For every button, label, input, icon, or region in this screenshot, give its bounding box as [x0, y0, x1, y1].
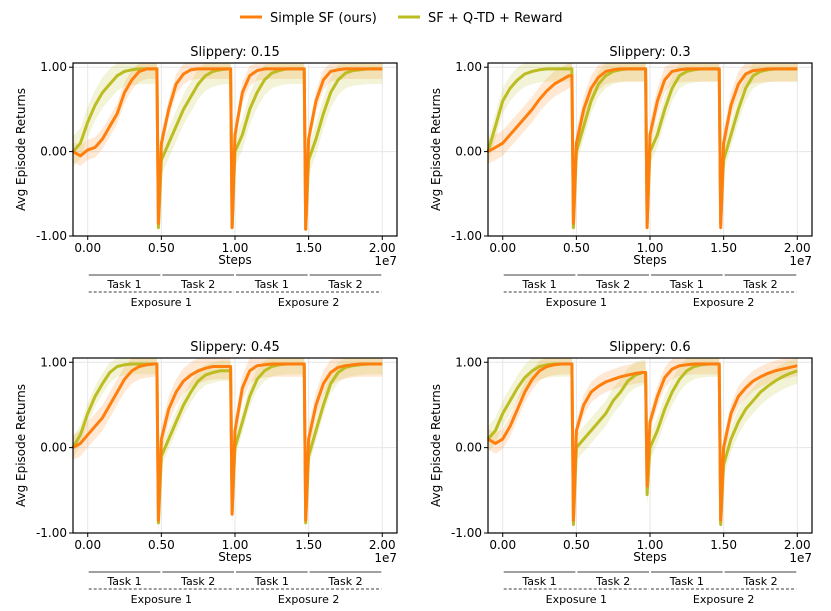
series-line-1 — [486, 67, 798, 230]
legend: Simple SF (ours) SF + Q-TD + Reward — [240, 11, 563, 26]
task-label-2: Task 1 — [669, 278, 704, 291]
x-tick-label-2: 1.00 — [637, 241, 664, 255]
x-tick-label-1: 0.50 — [148, 241, 175, 255]
series-band-0 — [73, 358, 383, 533]
task-label-0: Task 1 — [106, 278, 141, 291]
x-tick-label-0: 0.00 — [489, 241, 516, 255]
task-label-0: Task 1 — [521, 278, 556, 291]
x-tick-label-4: 2.00 — [784, 538, 811, 552]
chart-panel-1: 0.00 0.50 1.00 1.50 2.00 -1.00 0.00 1.00 Slipper… — [14, 45, 398, 309]
task-label-1: Task 2 — [180, 575, 215, 588]
y-axis-label: Avg Episode Returns — [429, 88, 443, 211]
x-tick-label-0: 0.00 — [489, 538, 516, 552]
task-label-3: Task 2 — [327, 278, 362, 291]
legend-label-simple-sf: Simple SF (ours) — [270, 11, 377, 26]
y-tick-label-2: 1.00 — [455, 355, 482, 369]
x-tick-label-3: 1.50 — [710, 538, 737, 552]
x-tick-label-4: 2.00 — [784, 241, 811, 255]
x-tick-label-1: 0.50 — [148, 538, 175, 552]
task-label-1: Task 2 — [595, 575, 630, 588]
chart-panel-2: 0.00 0.50 1.00 1.50 2.00 -1.00 0.00 1.00 Slipper… — [429, 45, 813, 309]
series-band-1 — [488, 63, 798, 236]
y-tick-label-0: -1.00 — [36, 526, 67, 540]
x-tick-label-2: 1.00 — [637, 538, 664, 552]
x-tick-label-2: 1.00 — [222, 538, 249, 552]
y-axis-label: Avg Episode Returns — [429, 384, 443, 507]
series-band-1 — [73, 358, 383, 533]
x-tick-label-2: 1.00 — [222, 241, 249, 255]
task-label-3: Task 2 — [742, 575, 777, 588]
x-axis-label: Steps — [633, 253, 667, 267]
task-label-2: Task 1 — [254, 575, 289, 588]
exposure-label-0: Exposure 1 — [546, 296, 607, 309]
x-scale-label: 1e7 — [374, 254, 397, 268]
x-tick-label-0: 0.00 — [74, 538, 101, 552]
chart-title: Slippery: 0.15 — [190, 45, 280, 60]
x-tick-label-0: 0.00 — [74, 241, 101, 255]
exposure-label-1: Exposure 2 — [278, 593, 339, 606]
exposure-label-1: Exposure 2 — [693, 296, 754, 309]
x-tick-label-4: 2.00 — [369, 538, 396, 552]
series-line-0 — [72, 362, 383, 522]
x-scale-label: 1e7 — [789, 254, 812, 268]
y-tick-label-0: -1.00 — [451, 229, 482, 243]
task-label-2: Task 1 — [254, 278, 289, 291]
y-tick-label-1: 0.00 — [40, 441, 67, 455]
series-line-0 — [487, 67, 798, 230]
x-tick-label-3: 1.50 — [295, 538, 322, 552]
y-tick-label-2: 1.00 — [455, 60, 482, 74]
exposure-label-1: Exposure 2 — [278, 296, 339, 309]
chart-title: Slippery: 0.6 — [609, 340, 690, 355]
y-tick-label-2: 1.00 — [40, 60, 67, 74]
series-band-1 — [73, 63, 383, 236]
task-label-3: Task 2 — [327, 575, 362, 588]
y-tick-label-1: 0.00 — [40, 145, 67, 159]
chart-panel-3: 0.00 0.50 1.00 1.50 2.00 -1.00 0.00 1.00 Slipper… — [14, 340, 398, 606]
chart-title: Slippery: 0.45 — [190, 340, 280, 355]
legend-label-sf-qtd-reward: SF + Q-TD + Reward — [428, 11, 563, 26]
exposure-label-1: Exposure 2 — [693, 593, 754, 606]
task-label-1: Task 2 — [595, 278, 630, 291]
y-tick-label-2: 1.00 — [40, 355, 67, 369]
series-band-0 — [488, 63, 798, 236]
y-axis-label: Avg Episode Returns — [14, 88, 28, 211]
x-tick-label-1: 0.50 — [563, 538, 590, 552]
task-label-0: Task 1 — [106, 575, 141, 588]
y-tick-label-1: 0.00 — [455, 441, 482, 455]
y-tick-label-0: -1.00 — [451, 526, 482, 540]
task-label-0: Task 1 — [521, 575, 556, 588]
x-axis-label: Steps — [218, 550, 252, 564]
task-label-3: Task 2 — [742, 278, 777, 291]
x-tick-label-3: 1.50 — [295, 241, 322, 255]
x-scale-label: 1e7 — [374, 551, 397, 565]
series-line-0 — [487, 362, 798, 522]
exposure-label-0: Exposure 1 — [131, 296, 192, 309]
series-line-0 — [72, 67, 383, 231]
exposure-label-0: Exposure 1 — [546, 593, 607, 606]
task-label-2: Task 1 — [669, 575, 704, 588]
chart-panel-4: 0.00 0.50 1.00 1.50 2.00 -1.00 0.00 1.00 Slipper… — [429, 340, 813, 606]
y-tick-label-1: 0.00 — [455, 145, 482, 159]
x-axis-label: Steps — [218, 253, 252, 267]
x-scale-label: 1e7 — [789, 551, 812, 565]
x-axis-label: Steps — [633, 550, 667, 564]
y-axis-label: Avg Episode Returns — [14, 384, 28, 507]
task-label-1: Task 2 — [180, 278, 215, 291]
chart-title: Slippery: 0.3 — [609, 45, 690, 60]
y-tick-label-0: -1.00 — [36, 229, 67, 243]
exposure-label-0: Exposure 1 — [131, 593, 192, 606]
x-tick-label-4: 2.00 — [369, 241, 396, 255]
x-tick-label-1: 0.50 — [563, 241, 590, 255]
x-tick-label-3: 1.50 — [710, 241, 737, 255]
